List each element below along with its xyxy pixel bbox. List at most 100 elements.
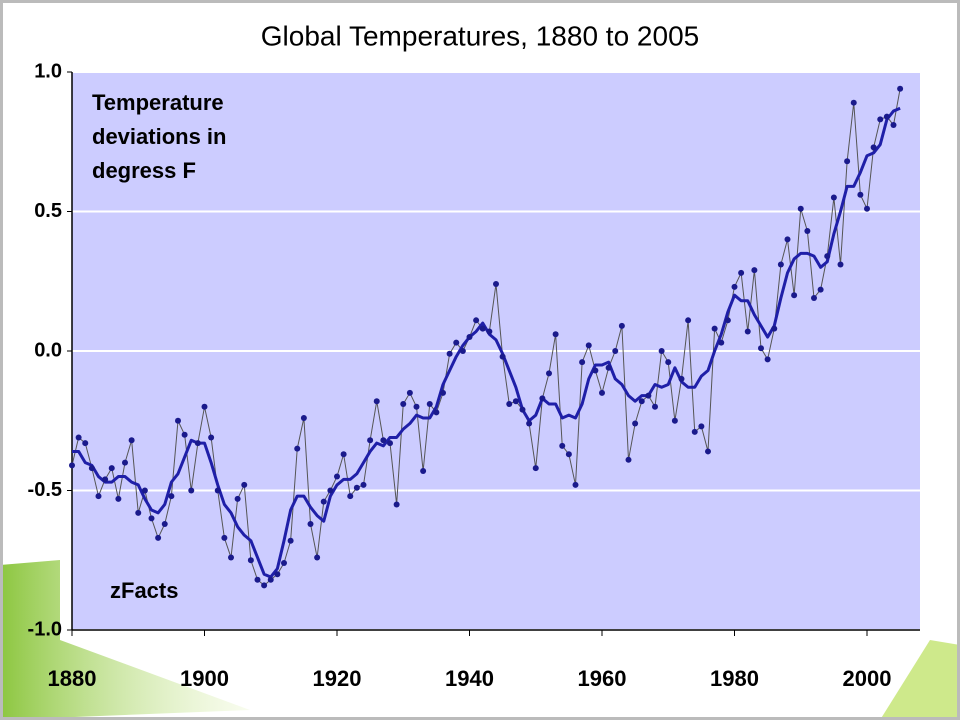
x-tick-label: 1960 <box>578 666 627 691</box>
data-point <box>281 560 287 567</box>
data-point <box>539 395 546 402</box>
data-point <box>373 398 380 405</box>
data-point <box>585 342 592 349</box>
data-point <box>572 481 579 488</box>
data-point <box>261 582 268 589</box>
data-point <box>108 465 115 472</box>
data-point <box>883 113 890 120</box>
data-point <box>738 269 745 276</box>
data-point <box>850 99 857 106</box>
data-point <box>797 205 804 212</box>
data-point <box>844 158 851 165</box>
data-point <box>625 456 632 463</box>
data-point <box>506 401 513 408</box>
data-point <box>75 434 82 441</box>
data-point <box>864 205 870 212</box>
data-point <box>658 348 665 354</box>
data-point <box>711 325 718 332</box>
data-point <box>214 487 221 494</box>
x-tick-label: 1980 <box>710 666 759 691</box>
data-point <box>360 481 367 488</box>
data-point <box>194 440 201 447</box>
data-point <box>890 122 897 129</box>
data-point <box>82 440 89 447</box>
data-point <box>327 487 334 494</box>
data-point <box>830 194 837 201</box>
data-point <box>128 437 135 444</box>
data-point <box>493 281 499 288</box>
data-point <box>446 350 453 357</box>
data-point <box>718 339 725 346</box>
data-point <box>526 420 533 427</box>
data-point <box>188 487 195 494</box>
annotation: deviations in <box>92 124 226 149</box>
data-point <box>228 554 234 561</box>
data-point <box>618 322 625 329</box>
data-point <box>95 493 102 500</box>
x-tick-label: 1880 <box>48 666 97 691</box>
data-point <box>837 261 844 268</box>
data-point <box>300 414 307 421</box>
data-point <box>459 348 466 354</box>
data-point <box>234 495 241 502</box>
data-point <box>605 364 612 371</box>
data-point <box>254 576 261 583</box>
data-point <box>698 423 705 430</box>
data-point <box>804 228 811 235</box>
data-point <box>141 487 148 494</box>
data-point <box>175 417 181 424</box>
data-point <box>208 434 215 441</box>
data-point <box>499 353 506 360</box>
data-point <box>791 292 798 299</box>
data-point <box>155 534 162 541</box>
data-point <box>367 437 374 444</box>
data-point <box>406 389 413 396</box>
data-point <box>320 498 327 505</box>
data-point <box>453 339 460 346</box>
data-point <box>380 437 387 444</box>
data-point <box>652 403 658 410</box>
data-point <box>433 409 440 416</box>
data-point <box>744 328 751 335</box>
y-tick-label: -0.5 <box>28 479 62 501</box>
data-point <box>691 428 698 435</box>
data-point <box>705 448 711 455</box>
data-point <box>479 325 486 332</box>
data-point <box>201 403 208 410</box>
annotation: degress F <box>92 158 196 183</box>
data-point <box>486 328 493 335</box>
data-point <box>724 317 731 324</box>
data-point <box>466 334 473 341</box>
data-point <box>221 534 228 541</box>
data-point <box>751 267 758 274</box>
data-point <box>565 451 572 458</box>
data-point <box>817 286 824 293</box>
data-point <box>241 481 248 488</box>
y-tick-label: 1.0 <box>34 60 62 82</box>
data-point <box>731 283 738 290</box>
data-point <box>148 515 155 522</box>
data-point <box>115 495 122 502</box>
data-point <box>387 440 393 447</box>
data-point <box>764 356 771 363</box>
data-point <box>645 392 652 399</box>
data-point <box>307 520 314 527</box>
y-tick-label: -1.0 <box>28 618 62 640</box>
data-point <box>897 85 904 92</box>
data-point <box>287 537 294 544</box>
data-point <box>811 294 817 301</box>
data-point <box>314 554 321 561</box>
annotation: Temperature <box>92 90 224 115</box>
data-point <box>758 345 764 352</box>
data-point <box>870 144 877 151</box>
data-point <box>592 367 599 374</box>
data-point <box>88 465 95 472</box>
data-point <box>347 493 354 500</box>
data-point <box>685 317 692 324</box>
data-point <box>579 359 586 366</box>
data-point <box>612 348 619 354</box>
data-point <box>473 317 480 324</box>
data-point <box>168 493 175 500</box>
data-point <box>400 401 407 408</box>
